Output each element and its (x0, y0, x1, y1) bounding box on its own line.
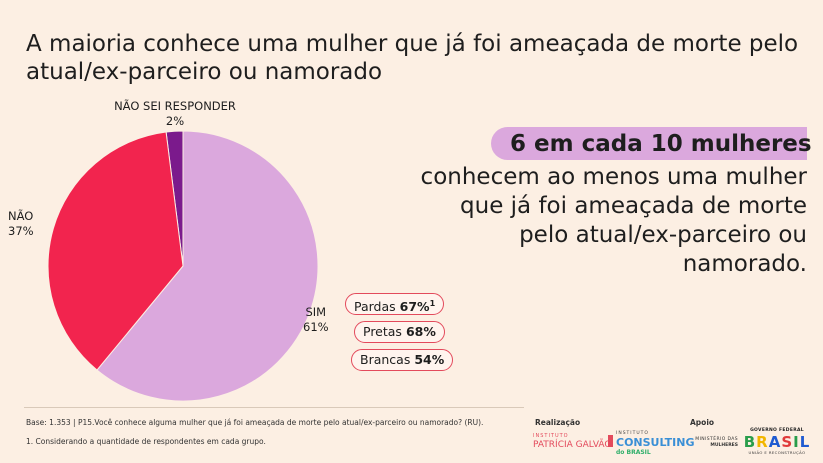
footer-divider (24, 407, 524, 408)
breakdown-label: Pretas (363, 324, 402, 339)
breakdown-label: Brancas (360, 352, 411, 367)
breakdown-pill-pretas: Pretas 68% (354, 321, 445, 343)
logo-pg-big: PATRÍCIA GALVÃO (533, 440, 612, 450)
logo-patricia-galvao: INSTITUTO PATRÍCIA GALVÃO (533, 433, 612, 451)
callout-line: namorado. (682, 251, 807, 277)
callout-line: conhecem ao menos uma mulher (420, 164, 807, 190)
breakdown-label: Pardas (354, 299, 396, 314)
slice-name-sim: SIM (305, 305, 327, 319)
highlight-text: 6 em cada 10 mulheres (510, 131, 812, 157)
slice-label-nao-sei: NÃO SEI RESPONDER 2% (100, 99, 250, 129)
logo-cb-mark (608, 435, 613, 447)
pie-slice-n-o (47, 131, 184, 371)
slice-value-nao-sei: 2% (165, 114, 185, 128)
logo-consulting-brasil: INSTITUTO CONSULTING do BRASIL (608, 431, 695, 456)
logo-pg-small: INSTITUTO (533, 433, 569, 439)
breakdown-value: 54% (414, 352, 445, 367)
logo-cb-small: INSTITUTO (616, 431, 649, 436)
logo-governo-federal: GOVERNO FEDERAL BRASIL UNIÃO E RECONSTRU… (742, 428, 812, 455)
slice-value-sim: 61% (303, 320, 329, 334)
logo-gf-top: GOVERNO FEDERAL (750, 428, 804, 433)
footnote-mark: 1 (429, 299, 436, 308)
pie-slice-sim (96, 130, 319, 402)
breakdown-value: 67% (399, 299, 430, 314)
callout-text: conhecem ao menos uma mulher que já foi … (347, 163, 807, 279)
logo-gf-word: BRASIL (743, 433, 811, 451)
breakdown-pill-pardas: Pardas 67%1 (345, 293, 445, 315)
slice-value-nao: 37% (8, 224, 34, 238)
logo-cb-big: CONSULTING (616, 436, 695, 449)
chart-title: A maioria conhece uma mulher que já foi … (26, 31, 799, 85)
apoio-label: Apoio (690, 418, 715, 427)
callout-line: que já foi ameaçada de morte (460, 193, 807, 219)
slice-name-nao-sei: NÃO SEI RESPONDER (114, 99, 236, 113)
footnote-1: 1. Considerando a quantidade de responde… (26, 437, 266, 446)
slice-name-nao: NÃO (8, 209, 34, 223)
logo-mm-line2: MULHERES (710, 443, 738, 448)
breakdown-value: 68% (405, 324, 436, 339)
slice-label-sim: SIM 61% (303, 305, 329, 335)
callout-line: pelo atual/ex-parceiro ou (519, 222, 807, 248)
logo-mm-line1: MINISTÉRIO DAS (695, 437, 738, 442)
breakdown-pill-brancas: Brancas 54% (351, 349, 454, 371)
logo-ministerio-mulheres: MINISTÉRIO DAS MULHERES (690, 437, 738, 449)
logo-gf-bottom: UNIÃO E RECONSTRUÇÃO (748, 450, 806, 455)
realizacao-label: Realização (535, 418, 581, 427)
slice-label-nao: NÃO 37% (8, 209, 34, 239)
footnote-base: Base: 1.353 | P15.Você conhece alguma mu… (26, 418, 484, 427)
logo-cb-sub: do BRASIL (616, 449, 651, 456)
highlight-band (491, 127, 807, 160)
